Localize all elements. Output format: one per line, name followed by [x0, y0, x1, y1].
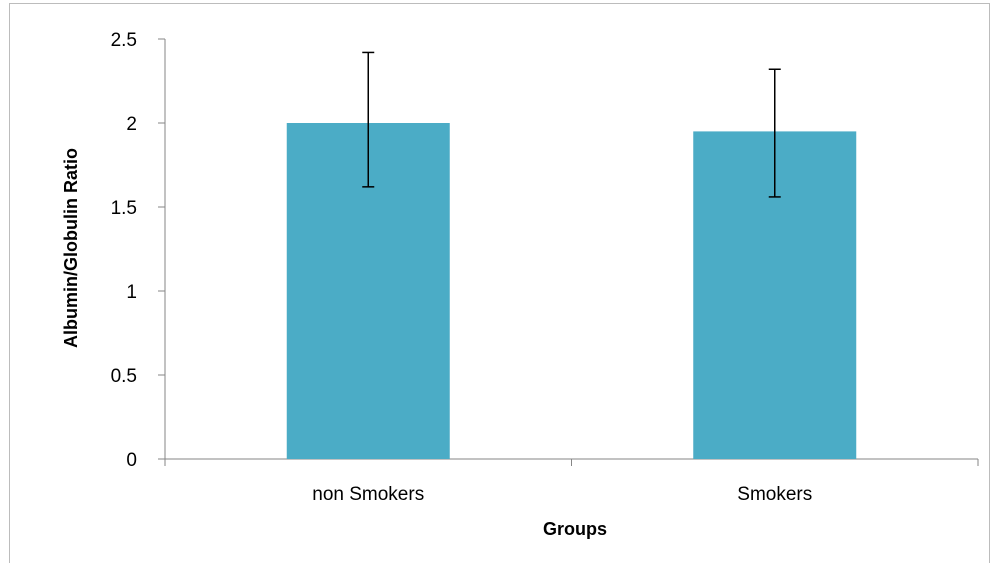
error-bar	[362, 51, 375, 188]
y-axis-title: Albumin/Globulin Ratio	[61, 148, 81, 348]
y-tick-label: 0.5	[111, 366, 137, 387]
y-tick-label: 1	[126, 282, 137, 303]
x-axis-title: Groups	[543, 519, 607, 539]
y-tick-label: 0	[126, 450, 137, 471]
x-tick-label: non Smokers	[312, 484, 424, 505]
error-bar	[768, 68, 781, 198]
x-tick-label: Smokers	[737, 484, 812, 505]
chart-frame	[9, 3, 990, 563]
y-tick-label: 2	[126, 114, 137, 135]
y-tick-label: 1.5	[111, 198, 137, 219]
error-bars	[362, 51, 781, 198]
x-axis: non Smokers Smokers	[164, 458, 979, 505]
y-tick-label: 2.5	[111, 30, 137, 51]
y-axis: 0 0.5 1 1.5 2 2.5	[111, 30, 166, 471]
bars	[286, 123, 857, 459]
